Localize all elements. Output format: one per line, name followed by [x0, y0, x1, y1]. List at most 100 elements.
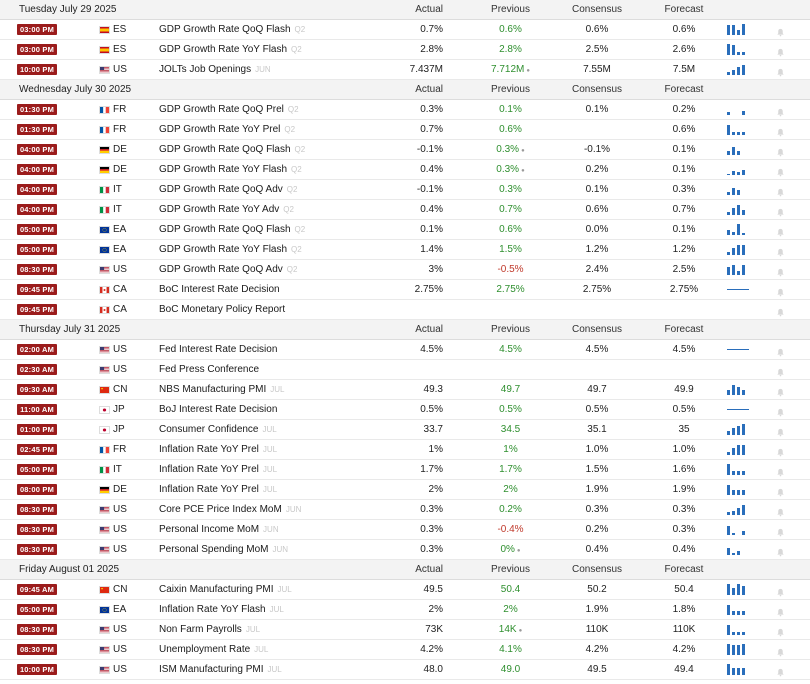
- sparkline-chart[interactable]: [727, 244, 749, 255]
- event-name[interactable]: Unemployment Rate JUL: [159, 640, 268, 659]
- bell-icon[interactable]: [776, 505, 785, 517]
- sparkline-chart[interactable]: [727, 344, 749, 355]
- sparkline-chart[interactable]: [727, 464, 749, 475]
- sparkline-chart[interactable]: [727, 624, 749, 635]
- event-name-label[interactable]: Inflation Rate YoY Prel: [159, 464, 259, 475]
- event-row[interactable]: 10:00 PM US ISM Manufacturing PMI JUL 48.0 49…: [0, 660, 810, 680]
- sparkline-chart[interactable]: [727, 504, 749, 515]
- event-row[interactable]: 02:30 AM US Fed Press Conference: [0, 360, 810, 380]
- event-row[interactable]: 01:30 PM FR GDP Growth Rate YoY Prel Q2 0.7%…: [0, 120, 810, 140]
- event-name-label[interactable]: Non Farm Payrolls: [159, 624, 242, 635]
- event-name[interactable]: NBS Manufacturing PMI JUL: [159, 380, 285, 399]
- event-name-label[interactable]: GDP Growth Rate YoY Flash: [159, 44, 288, 55]
- bell-icon[interactable]: [776, 545, 785, 557]
- bell-icon[interactable]: [776, 165, 785, 177]
- event-name-label[interactable]: GDP Growth Rate QoQ Flash: [159, 224, 291, 235]
- event-name-label[interactable]: GDP Growth Rate YoY Prel: [159, 124, 281, 135]
- event-row[interactable]: 03:00 PM ES GDP Growth Rate QoQ Flash Q2 0.7…: [0, 20, 810, 40]
- event-row[interactable]: 08:30 PM US Personal Income MoM JUN 0.3% -0.4…: [0, 520, 810, 540]
- bell-icon[interactable]: [776, 585, 785, 597]
- event-row[interactable]: 08:00 PM DE Inflation Rate YoY Prel JUL 2% 2%…: [0, 480, 810, 500]
- bell-icon[interactable]: [776, 525, 785, 537]
- sparkline-chart[interactable]: [727, 224, 749, 235]
- bell-icon[interactable]: [776, 105, 785, 117]
- event-name[interactable]: GDP Growth Rate QoQ Prel Q2: [159, 100, 299, 119]
- sparkline-chart[interactable]: [727, 424, 749, 435]
- event-name[interactable]: BoC Monetary Policy Report: [159, 300, 285, 319]
- event-name[interactable]: Fed Interest Rate Decision: [159, 340, 277, 359]
- event-row[interactable]: 05:00 PM EA GDP Growth Rate YoY Flash Q2 1.4…: [0, 240, 810, 260]
- event-name-label[interactable]: GDP Growth Rate YoY Flash: [159, 164, 288, 175]
- bell-icon[interactable]: [776, 605, 785, 617]
- event-row[interactable]: 04:00 PM DE GDP Growth Rate QoQ Flash Q2 -0.…: [0, 140, 810, 160]
- event-row[interactable]: 03:00 PM ES GDP Growth Rate YoY Flash Q2 2.8…: [0, 40, 810, 60]
- event-name[interactable]: Inflation Rate YoY Flash JUL: [159, 600, 284, 619]
- sparkline-chart[interactable]: [727, 124, 749, 135]
- event-name[interactable]: Personal Income MoM JUN: [159, 520, 279, 539]
- event-row[interactable]: 02:45 PM FR Inflation Rate YoY Prel JUL 1% 1%…: [0, 440, 810, 460]
- event-row[interactable]: 09:45 AM CN Caixin Manufacturing PMI JUL 49.…: [0, 580, 810, 600]
- bell-icon[interactable]: [776, 245, 785, 257]
- event-row[interactable]: 09:45 PM CA BoC Monetary Policy Report: [0, 300, 810, 320]
- event-name[interactable]: GDP Growth Rate YoY Flash Q2: [159, 160, 302, 179]
- bell-icon[interactable]: [776, 345, 785, 357]
- event-name-label[interactable]: GDP Growth Rate QoQ Adv: [159, 264, 283, 275]
- sparkline-chart[interactable]: [727, 524, 749, 535]
- event-name[interactable]: Caixin Manufacturing PMI JUL: [159, 580, 292, 599]
- bell-icon[interactable]: [776, 385, 785, 397]
- event-name-label[interactable]: BoC Interest Rate Decision: [159, 284, 280, 295]
- bell-icon[interactable]: [776, 185, 785, 197]
- sparkline-chart[interactable]: [727, 404, 749, 415]
- sparkline-chart[interactable]: [727, 664, 749, 675]
- event-name-label[interactable]: BoC Monetary Policy Report: [159, 304, 286, 315]
- event-row[interactable]: 09:30 AM CN NBS Manufacturing PMI JUL 49.3 49…: [0, 380, 810, 400]
- bell-icon[interactable]: [776, 465, 785, 477]
- event-row[interactable]: 04:00 PM IT GDP Growth Rate YoY Adv Q2 0.4% 0…: [0, 200, 810, 220]
- event-row[interactable]: 01:30 PM FR GDP Growth Rate QoQ Prel Q2 0.3%…: [0, 100, 810, 120]
- bell-icon[interactable]: [776, 265, 785, 277]
- event-row[interactable]: 05:00 PM EA Inflation Rate YoY Flash JUL 2% 2…: [0, 600, 810, 620]
- event-row[interactable]: 04:00 PM IT GDP Growth Rate QoQ Adv Q2 -0.1%…: [0, 180, 810, 200]
- event-name-label[interactable]: NBS Manufacturing PMI: [159, 384, 267, 395]
- bell-icon[interactable]: [776, 485, 785, 497]
- event-name[interactable]: GDP Growth Rate QoQ Flash Q2: [159, 20, 305, 39]
- event-name[interactable]: Non Farm Payrolls JUL: [159, 620, 260, 639]
- event-row[interactable]: 01:00 PM JP Consumer Confidence JUL 33.7 34.5…: [0, 420, 810, 440]
- sparkline-chart[interactable]: [727, 64, 749, 75]
- event-name-label[interactable]: Fed Press Conference: [159, 364, 260, 375]
- event-name[interactable]: GDP Growth Rate QoQ Adv Q2: [159, 260, 297, 279]
- event-name[interactable]: Core PCE Price Index MoM JUN: [159, 500, 301, 519]
- event-name[interactable]: Consumer Confidence JUL: [159, 420, 277, 439]
- sparkline-chart[interactable]: [727, 284, 749, 295]
- event-name-label[interactable]: Personal Spending MoM: [159, 544, 269, 555]
- event-name[interactable]: Fed Press Conference: [159, 360, 259, 379]
- bell-icon[interactable]: [776, 285, 785, 297]
- event-name[interactable]: BoC Interest Rate Decision: [159, 280, 280, 299]
- event-name-label[interactable]: GDP Growth Rate QoQ Flash: [159, 24, 291, 35]
- event-name-label[interactable]: Inflation Rate YoY Flash: [159, 604, 266, 615]
- sparkline-chart[interactable]: [727, 384, 749, 395]
- bell-icon[interactable]: [776, 205, 785, 217]
- event-name-label[interactable]: GDP Growth Rate YoY Flash: [159, 244, 288, 255]
- sparkline-chart[interactable]: [727, 104, 749, 115]
- event-row[interactable]: 05:00 PM EA GDP Growth Rate QoQ Flash Q2 0.1…: [0, 220, 810, 240]
- event-row[interactable]: 08:30 PM US GDP Growth Rate QoQ Adv Q2 3% -0.…: [0, 260, 810, 280]
- event-name-label[interactable]: Core PCE Price Index MoM: [159, 504, 282, 515]
- event-name-label[interactable]: Consumer Confidence: [159, 424, 259, 435]
- event-row[interactable]: 09:45 PM CA BoC Interest Rate Decision 2.75…: [0, 280, 810, 300]
- sparkline-chart[interactable]: [727, 264, 749, 275]
- event-name-label[interactable]: Caixin Manufacturing PMI: [159, 584, 274, 595]
- bell-icon[interactable]: [776, 425, 785, 437]
- event-row[interactable]: 08:30 PM US Core PCE Price Index MoM JUN 0.3…: [0, 500, 810, 520]
- event-name[interactable]: GDP Growth Rate QoQ Flash Q2: [159, 140, 305, 159]
- sparkline-chart[interactable]: [727, 584, 749, 595]
- event-name[interactable]: Personal Spending MoM JUN: [159, 540, 288, 559]
- event-row[interactable]: 05:00 PM IT Inflation Rate YoY Prel JUL 1.7%…: [0, 460, 810, 480]
- bell-icon[interactable]: [776, 365, 785, 377]
- event-name[interactable]: Inflation Rate YoY Prel JUL: [159, 460, 277, 479]
- bell-icon[interactable]: [776, 305, 785, 317]
- event-name[interactable]: Inflation Rate YoY Prel JUL: [159, 480, 277, 499]
- event-row[interactable]: 11:00 AM JP BoJ Interest Rate Decision 0.5%…: [0, 400, 810, 420]
- event-name[interactable]: GDP Growth Rate YoY Flash Q2: [159, 40, 302, 59]
- event-name[interactable]: ISM Manufacturing PMI JUL: [159, 660, 282, 679]
